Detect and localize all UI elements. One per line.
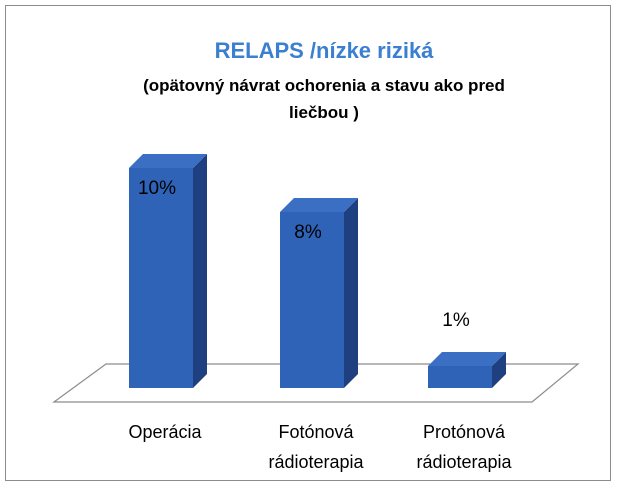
bar-side [492,352,506,388]
bar-front [280,212,344,388]
chart-subtitle-line1: (opätovný návrat ochorenia a stavu ako p… [143,76,505,95]
tick-label-3-line2: rádioterapia [416,452,512,472]
tick-label-1: Operácia [128,422,202,442]
bar-front [428,366,492,388]
bar-front [129,168,193,388]
bar-3 [428,352,506,388]
bar-side [344,198,358,388]
bar-top [280,198,358,212]
category-axis: Operácia Fotónová rádioterapia Protónová rád… [128,422,512,472]
data-label-2: 8% [294,222,322,243]
chart-subtitle-line2: liečbou ) [289,103,359,122]
data-label-3: 1% [442,310,470,331]
data-label-1: 10% [138,178,176,199]
bar-side [193,154,207,388]
chart-title: RELAPS /nízke riziká [215,38,435,63]
bar-top [428,352,506,366]
tick-label-2-line2: rádioterapia [268,452,364,472]
bar-group [129,154,506,388]
bar-2 [280,198,358,388]
chart-frame: RELAPS /nízke riziká (opätovný návrat oc… [5,5,611,481]
tick-label-3-line1: Protónová [423,422,506,442]
bar-chart: RELAPS /nízke riziká (opätovný návrat oc… [52,38,580,472]
bar-1 [129,154,207,388]
bar-top [129,154,207,168]
tick-label-2-line1: Fotónová [278,422,354,442]
